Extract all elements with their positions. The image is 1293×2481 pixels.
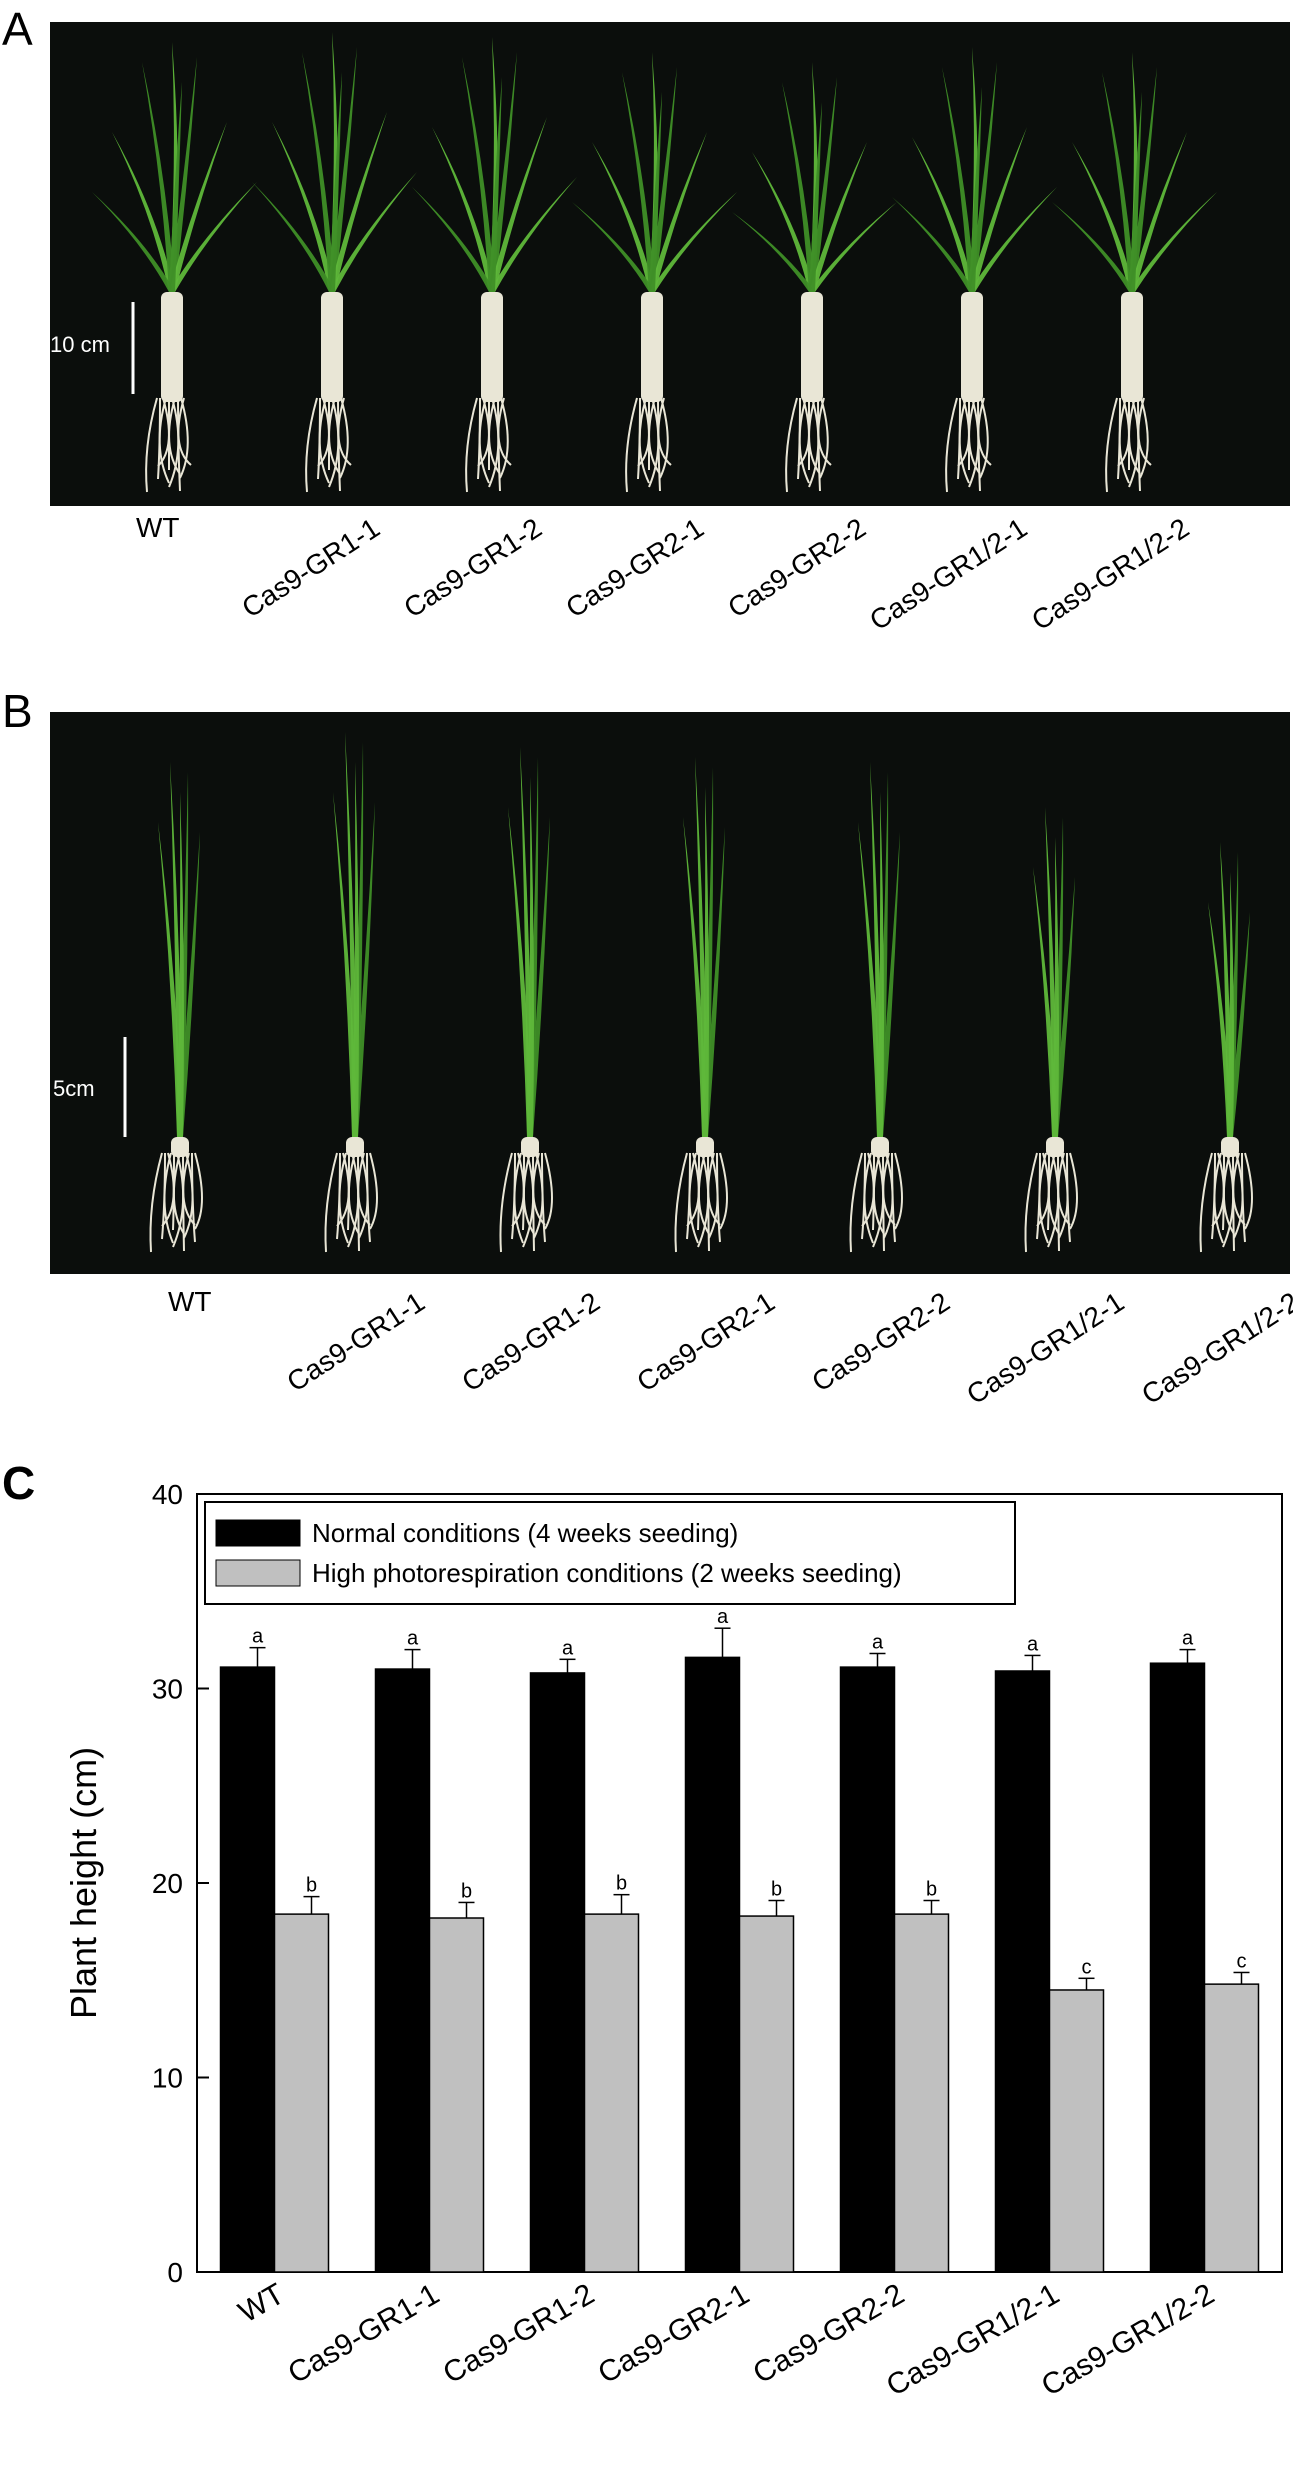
bar	[1149, 1662, 1206, 2273]
photo-a-label-7: Cas9-GR1/2-2	[1026, 512, 1195, 637]
bar-group-high-7: c	[1203, 1950, 1260, 2273]
plant-4	[572, 52, 737, 493]
plant-7	[1052, 52, 1217, 493]
x-tick-label: WT	[233, 2277, 290, 2329]
plant-photo-b: 5cm	[53, 732, 1253, 1253]
plant-photo-a: 10 cm	[50, 32, 1217, 493]
panel-letter-c: C	[2, 1457, 36, 1509]
bar-group-high-5: b	[893, 1879, 950, 2273]
x-tick-label: Cas9-GR1-1	[283, 2277, 445, 2390]
legend-swatch	[215, 1519, 301, 1547]
significance-letter: b	[616, 1873, 627, 1895]
y-tick-label: 10	[152, 2063, 183, 2094]
photo-a-label-2: Cas9-GR1-1	[236, 512, 385, 624]
plant-2	[252, 32, 417, 493]
bar	[738, 1915, 795, 2273]
photo-a-label-5: Cas9-GR2-2	[722, 512, 871, 624]
plant-3	[499, 747, 553, 1253]
bar	[1203, 1983, 1260, 2273]
significance-letter: a	[1027, 1633, 1039, 1655]
significance-letter: a	[252, 1626, 264, 1648]
legend-label: Normal conditions (4 weeks seeding)	[312, 1518, 738, 1548]
bar	[839, 1666, 896, 2273]
scale-bar-b: 5cm	[53, 1037, 127, 1137]
plant-5	[849, 762, 903, 1253]
photo-a-label-4: Cas9-GR2-1	[560, 512, 709, 624]
legend-label: High photorespiration conditions (2 week…	[312, 1558, 902, 1588]
bar	[893, 1913, 950, 2273]
photo-b-label-5: Cas9-GR2-2	[806, 1286, 955, 1398]
photo-a-label-1: WT	[136, 512, 180, 543]
y-tick-label: 30	[152, 1674, 183, 1705]
plant-1	[149, 762, 203, 1253]
plant-6	[1024, 807, 1078, 1253]
photo-a-label-6: Cas9-GR1/2-1	[864, 512, 1033, 637]
plant-3	[412, 37, 577, 493]
x-tick-label: Cas9-GR1/2-2	[1036, 2277, 1220, 2402]
bar-group-high-2: b	[428, 1880, 485, 2273]
panel-letter-b: B	[2, 685, 33, 737]
legend-swatch	[215, 1559, 301, 1587]
plant-4	[674, 757, 728, 1253]
y-tick-label: 0	[167, 2257, 183, 2288]
plant-5	[732, 62, 897, 493]
bar-group-high-3: b	[583, 1873, 640, 2273]
bar	[219, 1666, 276, 2273]
photo-panel-b: 5cm	[50, 712, 1290, 1274]
bar	[273, 1913, 330, 2273]
y-axis-label: Plant height (cm)	[63, 1747, 104, 2019]
scale-label-b: 5cm	[53, 1076, 95, 1101]
bar-group-normal-7: a	[1149, 1628, 1206, 2273]
significance-letter: b	[306, 1875, 317, 1897]
scale-bar-a: 10 cm	[50, 302, 135, 394]
photo-a-label-3: Cas9-GR1-2	[398, 512, 547, 624]
scale-label-a: 10 cm	[50, 332, 110, 357]
plant-6	[892, 47, 1057, 493]
legend: Normal conditions (4 weeks seeding) High …	[204, 1501, 1016, 1605]
significance-letter: a	[562, 1637, 574, 1659]
bar-group-normal-3: a	[529, 1637, 586, 2273]
bar	[1048, 1989, 1105, 2273]
plant-7	[1199, 842, 1253, 1253]
significance-letter: a	[872, 1631, 884, 1653]
bar-group-high-4: b	[738, 1879, 795, 2273]
significance-letter: a	[717, 1606, 729, 1628]
photo-panel-a: 10 cm	[50, 22, 1290, 506]
bar	[529, 1672, 586, 2273]
bar-group-normal-4: a	[684, 1606, 741, 2273]
bar-group-high-6: c	[1048, 1956, 1105, 2273]
bar	[583, 1913, 640, 2273]
significance-letter: c	[1237, 1950, 1247, 1972]
x-tick-label: Cas9-GR1/2-1	[881, 2277, 1065, 2402]
photo-b-label-6: Cas9-GR1/2-1	[961, 1286, 1130, 1411]
photo-b-label-2: Cas9-GR1-1	[281, 1286, 430, 1398]
y-tick-label: 40	[152, 1479, 183, 1510]
photo-b-label-3: Cas9-GR1-2	[456, 1286, 605, 1398]
bar-group-normal-2: a	[374, 1628, 431, 2273]
photo-b-label-4: Cas9-GR2-1	[631, 1286, 780, 1398]
bar-group-high-1: b	[273, 1875, 330, 2273]
x-tick-label: Cas9-GR1-2	[438, 2277, 600, 2390]
bar-group-normal-6: a	[994, 1633, 1051, 2273]
plant-2	[324, 732, 378, 1253]
significance-letter: a	[407, 1628, 419, 1650]
bar	[374, 1668, 431, 2273]
significance-letter: b	[771, 1879, 782, 1901]
plant-1	[92, 42, 257, 493]
bar	[684, 1656, 741, 2273]
bar	[994, 1670, 1051, 2273]
x-tick-label: Cas9-GR2-1	[593, 2277, 755, 2390]
bar-group-normal-5: a	[839, 1631, 896, 2273]
significance-letter: a	[1182, 1628, 1194, 1650]
significance-letter: c	[1082, 1956, 1092, 1978]
significance-letter: b	[461, 1880, 472, 1902]
bar-group-normal-1: a	[219, 1626, 276, 2273]
significance-letter: b	[926, 1879, 937, 1901]
panel-letter-a: A	[2, 3, 33, 55]
photo-b-label-1: WT	[168, 1286, 212, 1317]
bar	[428, 1917, 485, 2273]
photo-b-label-7: Cas9-GR1/2-2	[1136, 1286, 1293, 1411]
y-tick-label: 20	[152, 1868, 183, 1899]
bar-chart: 0 10 20 30 40 Plant height (cm) a b WT a b Cas9-GR1…	[63, 1479, 1283, 2403]
